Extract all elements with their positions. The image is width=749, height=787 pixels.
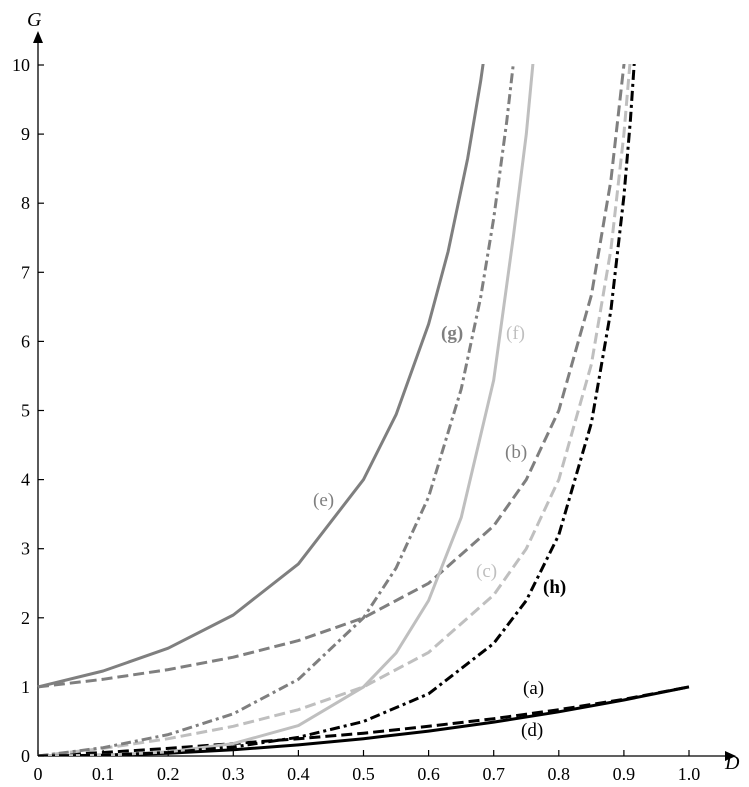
y-axis-label: G bbox=[27, 9, 42, 31]
curve-d bbox=[37, 685, 690, 756]
x-tick-label: 0.7 bbox=[482, 764, 505, 784]
curve-label-e: (e) bbox=[313, 490, 334, 511]
curves bbox=[37, 64, 690, 756]
x-ticks: 0 0.1 0.2 0.3 0.4 0.5 0.6 0.7 0.8 0.9 1.0 bbox=[34, 750, 701, 784]
x-tick-label: 0.1 bbox=[92, 764, 115, 784]
curve-e bbox=[37, 64, 485, 689]
y-tick-label: 1 bbox=[21, 677, 30, 697]
curve-label-g: (g) bbox=[441, 323, 463, 344]
y-tick-label: 8 bbox=[21, 193, 30, 213]
curve-h bbox=[37, 64, 636, 756]
y-ticks: 0 1 2 3 4 5 6 7 8 9 10 bbox=[12, 55, 44, 766]
curve-c bbox=[37, 64, 632, 756]
x-tick-label: 0.2 bbox=[157, 764, 180, 784]
x-axis-arrow bbox=[725, 751, 736, 761]
curve-label-f: (f) bbox=[506, 323, 525, 344]
x-tick-label: 0.4 bbox=[287, 764, 310, 784]
x-tick-label: 1.0 bbox=[678, 764, 701, 784]
x-tick-label: 0.8 bbox=[548, 764, 571, 784]
y-tick-label: 0 bbox=[21, 746, 30, 766]
curve-a bbox=[37, 685, 690, 756]
axes bbox=[33, 31, 736, 761]
x-axis-label: D bbox=[724, 752, 740, 774]
curve-labels: (a) (b) (c) (d) (e) (f) (g) (h) bbox=[313, 323, 566, 741]
curve-label-d: (d) bbox=[521, 720, 543, 741]
curve-label-c: (c) bbox=[476, 561, 497, 582]
x-tick-label: 0.9 bbox=[613, 764, 636, 784]
curve-label-h: (h) bbox=[543, 577, 566, 598]
y-tick-label: 2 bbox=[21, 608, 30, 628]
y-tick-label: 4 bbox=[21, 470, 30, 490]
curve-b bbox=[37, 64, 626, 689]
y-tick-label: 9 bbox=[21, 124, 30, 144]
x-tick-label: 0 bbox=[34, 764, 43, 784]
curve-g bbox=[37, 64, 515, 756]
curve-label-a: (a) bbox=[523, 678, 544, 699]
x-tick-label: 0.5 bbox=[352, 764, 375, 784]
y-axis-arrow bbox=[33, 31, 43, 43]
y-tick-label: 6 bbox=[21, 331, 30, 351]
curve-label-b: (b) bbox=[505, 442, 527, 463]
y-tick-label: 10 bbox=[12, 55, 30, 75]
x-tick-label: 0.3 bbox=[222, 764, 245, 784]
y-tick-label: 5 bbox=[21, 401, 30, 421]
x-tick-label: 0.6 bbox=[417, 764, 440, 784]
y-tick-label: 3 bbox=[21, 539, 30, 559]
y-tick-label: 7 bbox=[21, 262, 30, 282]
